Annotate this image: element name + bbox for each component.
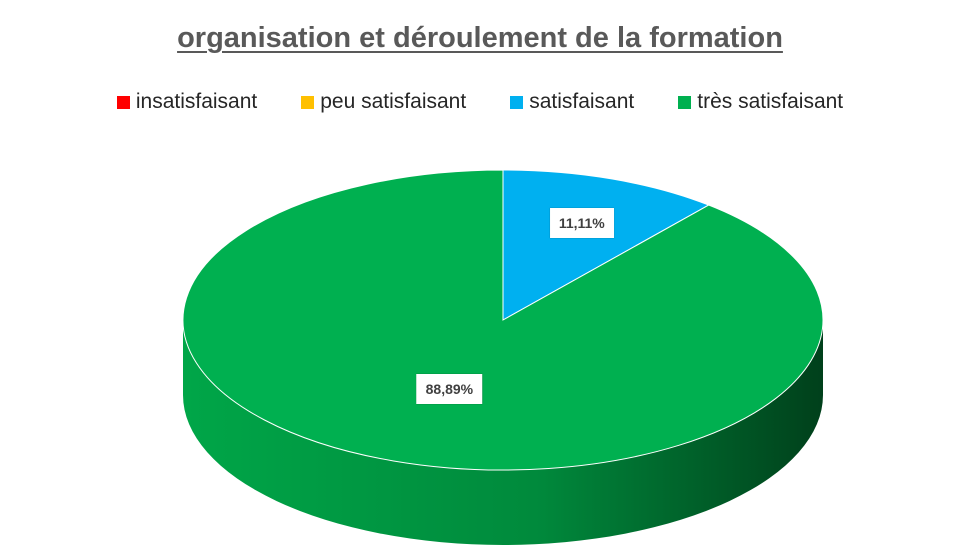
chart-title: organisation et déroulement de la format…	[177, 22, 783, 54]
legend-label: insatisfaisant	[135, 90, 258, 113]
legend-label: très satisfaisant	[697, 90, 844, 113]
legend-item-peu-satisfaisant: peu satisfaisant	[301, 90, 466, 114]
legend-swatch	[301, 95, 315, 109]
legend-label: peu satisfaisant	[320, 90, 467, 113]
data-label-tres-satisfaisant: 88,89%	[416, 374, 483, 405]
legend-swatch	[116, 95, 130, 109]
pie-slice-tres-satisfaisant	[182, 169, 824, 471]
pie-side-wall	[183, 320, 823, 545]
pie-wall-tres-satisfaisant	[183, 320, 823, 545]
legend-label: satisfaisant	[529, 90, 635, 113]
legend-item-tres-satisfaisant: très satisfaisant	[678, 90, 843, 114]
legend-swatch	[510, 95, 524, 109]
legend-swatch	[678, 95, 692, 109]
legend-item-satisfaisant: satisfaisant	[510, 90, 634, 114]
pie-top-face	[182, 169, 824, 471]
legend: insatisfaisant peu satisfaisant satisfai…	[0, 90, 960, 114]
legend-item-insatisfaisant: insatisfaisant	[116, 90, 258, 114]
data-label-satisfaisant: 11,11%	[549, 207, 614, 238]
